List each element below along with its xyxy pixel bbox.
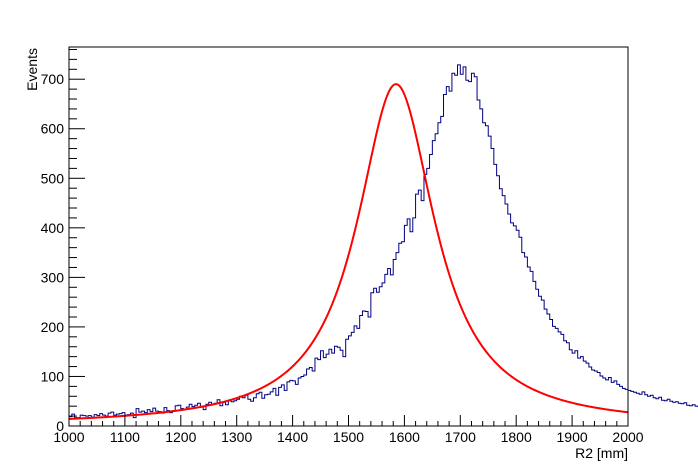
x-tick-label: 1300 [221,429,252,445]
y-tick-label: 600 [41,121,65,137]
y-tick-label: 100 [41,368,65,384]
x-tick-label: 1600 [389,429,420,445]
y-axis-label: Events [24,48,40,91]
x-tick-label: 1100 [110,429,140,445]
x-tick-label: 1900 [557,429,588,445]
plot-area [68,46,698,427]
x-tick-label: 2000 [612,429,643,445]
y-tick-label: 0 [56,418,64,434]
x-tick-labels: 1000 1100 1200 1300 1400 1500 1600 1700 1800 1900… [53,429,643,445]
x-tick-label: 1000 [53,429,84,445]
fit-curve [68,83,629,420]
y-tick-label: 200 [41,319,65,335]
x-tick-label: 1700 [445,429,476,445]
x-tick-label: 1800 [501,429,532,445]
y-tick-label: 700 [41,71,65,87]
histogram-series [68,64,698,426]
y-tick-label: 500 [41,170,65,186]
y-tick-label: 300 [41,269,65,285]
x-axis-label: R2 [mm] [575,445,628,461]
y-tick-labels: 0 100 200 300 400 500 600 700 [41,71,65,434]
x-tick-label: 1200 [165,429,196,445]
plot-frame [68,46,629,427]
y-tick-label: 400 [41,220,65,236]
x-tick-label: 1400 [277,429,308,445]
x-tick-label: 1500 [333,429,364,445]
